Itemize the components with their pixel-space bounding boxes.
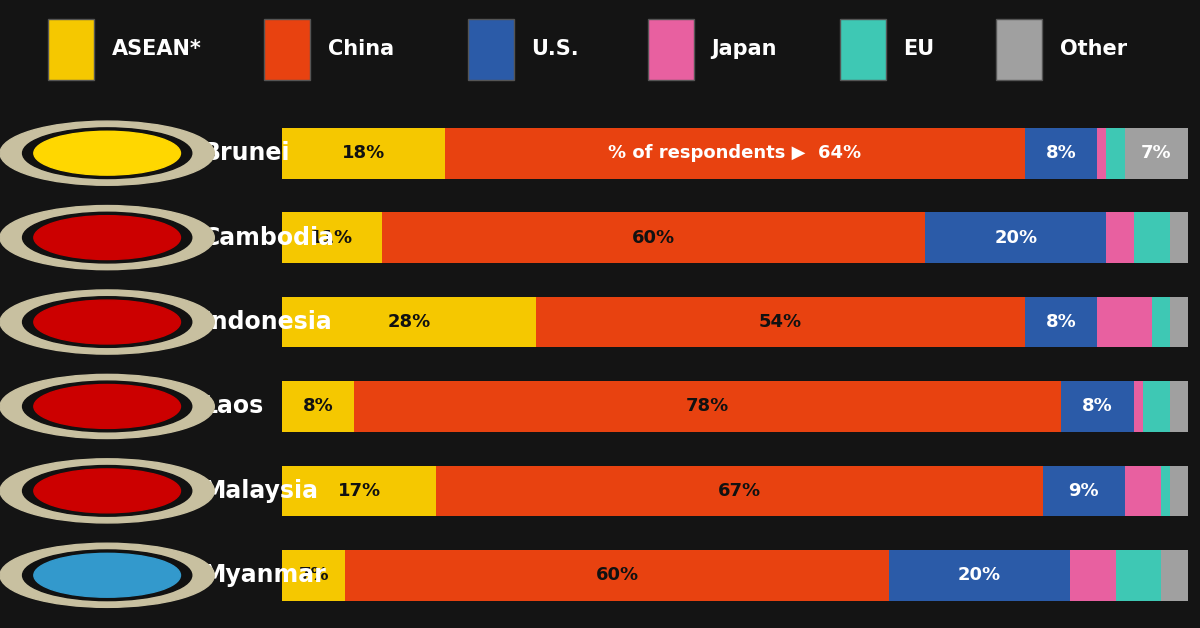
- Text: Laos: Laos: [203, 394, 264, 418]
- Bar: [436, 465, 1043, 516]
- Bar: [282, 128, 445, 178]
- Bar: [1025, 296, 1098, 347]
- Circle shape: [0, 205, 215, 269]
- Bar: [1106, 128, 1124, 178]
- Text: 8%: 8%: [1045, 144, 1076, 162]
- Text: 28%: 28%: [388, 313, 431, 331]
- Bar: [1170, 465, 1188, 516]
- Circle shape: [23, 465, 192, 516]
- Text: Myanmar: Myanmar: [203, 563, 326, 587]
- Bar: [925, 212, 1106, 263]
- Text: 7%: 7%: [1141, 144, 1171, 162]
- Circle shape: [0, 374, 215, 438]
- Bar: [840, 19, 886, 80]
- Circle shape: [34, 131, 180, 175]
- Bar: [1098, 128, 1106, 178]
- Bar: [282, 212, 382, 263]
- Text: 9%: 9%: [1068, 482, 1099, 500]
- Circle shape: [0, 121, 215, 185]
- Bar: [354, 381, 1061, 432]
- Text: Cambodia: Cambodia: [203, 225, 335, 249]
- Bar: [1170, 296, 1188, 347]
- Bar: [468, 19, 514, 80]
- Circle shape: [34, 384, 180, 428]
- Bar: [1025, 128, 1098, 178]
- Text: 7%: 7%: [299, 566, 329, 584]
- Text: Japan: Japan: [712, 39, 778, 58]
- Bar: [1134, 212, 1170, 263]
- Bar: [889, 550, 1070, 600]
- Bar: [1170, 212, 1188, 263]
- Text: 8%: 8%: [1045, 313, 1076, 331]
- Text: 11%: 11%: [311, 229, 353, 247]
- Text: 54%: 54%: [758, 313, 802, 331]
- Text: U.S.: U.S.: [532, 39, 580, 58]
- Circle shape: [0, 543, 215, 607]
- Bar: [1061, 381, 1134, 432]
- Text: Indonesia: Indonesia: [203, 310, 332, 334]
- Text: EU: EU: [904, 39, 935, 58]
- Text: 60%: 60%: [595, 566, 638, 584]
- Bar: [382, 212, 925, 263]
- Text: 67%: 67%: [718, 482, 761, 500]
- Circle shape: [23, 128, 192, 178]
- Text: 20%: 20%: [995, 229, 1038, 247]
- Text: % of respondents ▶  64%: % of respondents ▶ 64%: [608, 144, 862, 162]
- Text: 17%: 17%: [337, 482, 380, 500]
- Circle shape: [23, 550, 192, 600]
- Bar: [1043, 465, 1124, 516]
- Bar: [648, 19, 694, 80]
- Text: China: China: [328, 39, 394, 58]
- Bar: [1160, 465, 1170, 516]
- Text: 8%: 8%: [1082, 398, 1112, 416]
- Bar: [1124, 465, 1160, 516]
- Bar: [282, 550, 346, 600]
- Bar: [1152, 296, 1170, 347]
- Bar: [282, 296, 535, 347]
- Text: Brunei: Brunei: [203, 141, 290, 165]
- Bar: [445, 128, 1025, 178]
- Text: Malaysia: Malaysia: [203, 479, 319, 503]
- Bar: [346, 550, 889, 600]
- Circle shape: [0, 459, 215, 523]
- Bar: [282, 381, 354, 432]
- Text: 18%: 18%: [342, 144, 385, 162]
- Circle shape: [34, 300, 180, 344]
- Bar: [48, 19, 94, 80]
- Bar: [535, 296, 1025, 347]
- Bar: [1106, 212, 1134, 263]
- Bar: [1142, 381, 1170, 432]
- Circle shape: [34, 553, 180, 597]
- Text: 78%: 78%: [686, 398, 730, 416]
- Bar: [1160, 550, 1188, 600]
- Text: ASEAN*: ASEAN*: [112, 39, 202, 58]
- Text: 20%: 20%: [958, 566, 1001, 584]
- Bar: [1124, 128, 1188, 178]
- Bar: [1134, 381, 1142, 432]
- Bar: [282, 465, 436, 516]
- Circle shape: [23, 296, 192, 347]
- Circle shape: [23, 212, 192, 263]
- Text: 8%: 8%: [302, 398, 334, 416]
- Bar: [1116, 550, 1160, 600]
- Text: 60%: 60%: [632, 229, 676, 247]
- Bar: [1070, 550, 1116, 600]
- Bar: [1098, 296, 1152, 347]
- Bar: [264, 19, 310, 80]
- Bar: [996, 19, 1042, 80]
- Bar: [1170, 381, 1188, 432]
- Circle shape: [34, 215, 180, 259]
- Circle shape: [34, 469, 180, 513]
- Circle shape: [23, 381, 192, 432]
- Circle shape: [0, 290, 215, 354]
- Text: Other: Other: [1060, 39, 1127, 58]
